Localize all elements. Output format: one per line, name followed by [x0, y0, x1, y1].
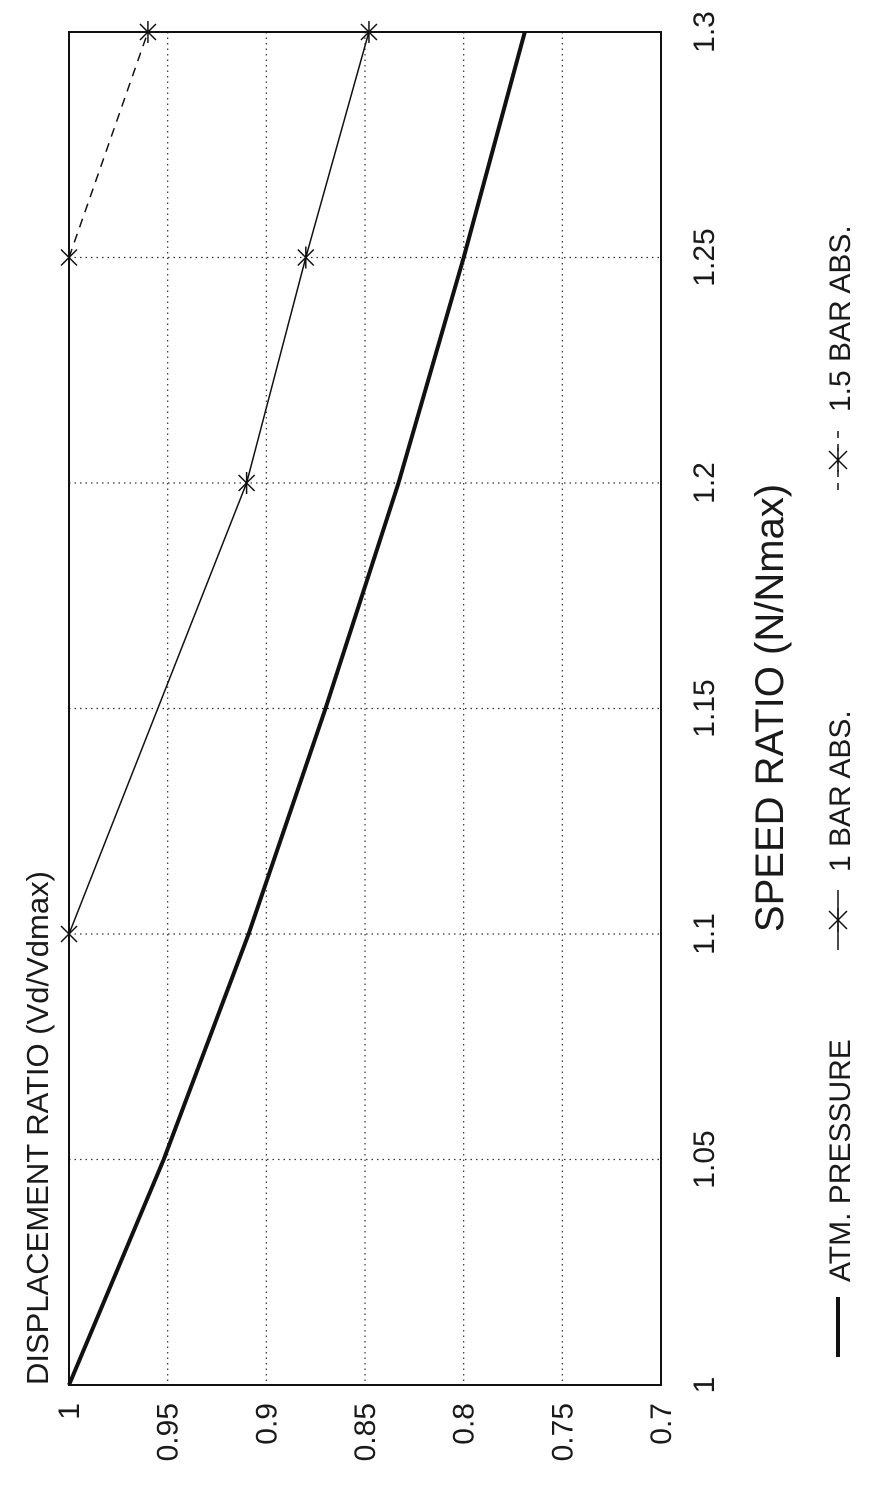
y-tick-label: 0.8: [448, 1403, 481, 1445]
x-tick-label: 1.05: [688, 1130, 721, 1188]
tick-labels: 1 1.05 1.1 1.15 1.2 1.25 1.3 0.7 0.75 0.8 0.85 0.9 0…: [53, 11, 721, 1461]
x-tick-label: 1.1: [688, 913, 721, 955]
y-tick-label: 0.85: [349, 1403, 382, 1461]
y-tick-label: 1: [53, 1403, 86, 1420]
y-axis-label: DISPLACEMENT RATIO (Vd/Vdmax): [20, 871, 55, 1385]
legend-marker-1bar: [828, 908, 848, 932]
series-layer: [67, 31, 527, 1386]
y-tick-label: 0.75: [546, 1403, 579, 1461]
legend-label-1bar: 1 BAR ABS.: [824, 710, 857, 872]
legend-marker-1-5bar: [828, 448, 848, 472]
x-tick-label: 1: [688, 1377, 721, 1394]
x-tick-label: 1.25: [688, 228, 721, 286]
legend: ATM. PRESSURE 1 BAR ABS. 1.5 BAR ABS.: [824, 225, 857, 1357]
series-line-2: [68, 31, 149, 258]
series-1-point-2: [297, 246, 315, 269]
x-tick-label: 1.3: [688, 11, 721, 53]
y-tick-label: 0.7: [645, 1403, 678, 1445]
series-1-point-1: [238, 472, 256, 494]
x-tick-label: 1.15: [688, 679, 721, 737]
y-tick-label: 0.95: [152, 1403, 185, 1461]
x-axis-label: SPEED RATIO (N/Nmax): [748, 484, 792, 932]
legend-label-1-5bar: 1.5 BAR ABS.: [824, 225, 857, 412]
series-line-1: [68, 31, 370, 935]
x-tick-label: 1.2: [688, 462, 721, 504]
series-line-0: [67, 31, 527, 1386]
y-tick-label: 0.9: [250, 1403, 283, 1445]
plot-frame: [68, 31, 662, 1386]
legend-label-atm: ATM. PRESSURE: [824, 1039, 857, 1282]
